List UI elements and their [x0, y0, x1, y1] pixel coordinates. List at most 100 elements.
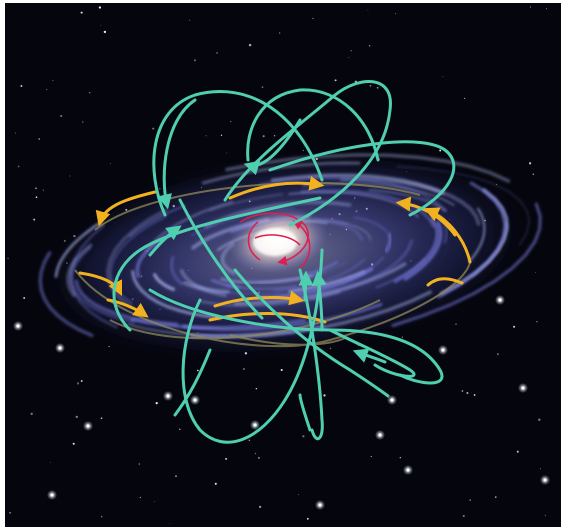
- arm-streak: [54, 221, 103, 278]
- star: [279, 32, 281, 34]
- arm-streak: [131, 270, 222, 320]
- star: [155, 401, 158, 405]
- star: [98, 6, 102, 9]
- star: [76, 382, 80, 385]
- arm-streak: [368, 188, 447, 213]
- star: [75, 415, 78, 419]
- bright-star-core: [390, 398, 394, 402]
- star: [169, 522, 171, 524]
- star: [194, 59, 196, 62]
- star: [395, 13, 396, 15]
- arm-streak: [384, 232, 393, 253]
- star: [442, 76, 444, 78]
- star: [532, 173, 535, 176]
- star: [463, 97, 466, 100]
- star: [544, 514, 546, 517]
- bright-star-core: [50, 493, 54, 497]
- star: [376, 86, 379, 89]
- star: [546, 8, 547, 10]
- star: [30, 412, 33, 416]
- star: [35, 187, 37, 189]
- star: [33, 218, 36, 221]
- star: [513, 325, 516, 328]
- arm-streak: [391, 202, 542, 328]
- star: [248, 43, 252, 47]
- arm-streak: [209, 193, 284, 212]
- arm-streak: [396, 165, 530, 246]
- arm-streak: [220, 242, 236, 275]
- star: [258, 505, 262, 509]
- arm-streak: [152, 273, 176, 291]
- arm-streak: [487, 194, 508, 236]
- arm-streak: [128, 204, 186, 238]
- star: [439, 149, 442, 152]
- arm-streak: [38, 251, 94, 338]
- star: [179, 428, 181, 430]
- halo-orbit-arrows: [112, 80, 456, 444]
- star: [138, 463, 141, 465]
- star: [72, 442, 75, 445]
- star: [205, 135, 207, 137]
- arm-streak: [317, 219, 364, 241]
- star: [273, 135, 276, 137]
- star: [297, 494, 299, 495]
- star: [538, 418, 541, 421]
- bright-star-core: [16, 324, 20, 328]
- star: [529, 6, 532, 8]
- arm-streak: [170, 256, 184, 286]
- star: [535, 272, 537, 273]
- star: [368, 44, 371, 47]
- star: [536, 320, 538, 323]
- star: [23, 297, 26, 299]
- star: [348, 57, 350, 58]
- arm-streak: [69, 245, 135, 324]
- bright-star-core: [441, 348, 445, 352]
- star: [9, 511, 12, 514]
- bright-star-core: [193, 398, 197, 402]
- star: [255, 388, 257, 390]
- star: [469, 499, 471, 501]
- bright-star-core: [86, 424, 90, 428]
- star: [495, 496, 497, 498]
- star: [17, 165, 20, 168]
- star: [367, 9, 369, 11]
- star: [399, 457, 401, 459]
- bright-star-core: [378, 433, 382, 437]
- star: [323, 394, 326, 397]
- star: [82, 121, 84, 123]
- star: [214, 482, 217, 485]
- star: [100, 417, 103, 420]
- star: [103, 30, 107, 34]
- star: [100, 515, 103, 518]
- star: [80, 380, 83, 382]
- star: [80, 11, 83, 14]
- star: [528, 162, 532, 165]
- bright-star-core: [543, 478, 547, 482]
- star: [280, 368, 283, 372]
- star: [197, 369, 199, 372]
- star: [230, 120, 232, 123]
- star: [108, 346, 110, 348]
- star: [216, 52, 218, 54]
- star: [262, 135, 265, 138]
- star: [220, 134, 223, 136]
- star: [175, 475, 177, 478]
- star: [100, 24, 102, 26]
- bulge-orbit-arrows: [239, 212, 311, 269]
- star: [461, 390, 464, 392]
- bright-star-core: [521, 386, 525, 390]
- star: [466, 392, 469, 394]
- star: [110, 163, 111, 164]
- disk-orbits-faint: [74, 181, 471, 348]
- arm-streak: [66, 256, 77, 299]
- star: [189, 19, 191, 21]
- arm-streak: [273, 258, 366, 292]
- star: [261, 86, 264, 88]
- arm-streak: [353, 216, 388, 233]
- bright-star-core: [58, 346, 62, 350]
- star: [20, 85, 23, 87]
- bright-star-core: [253, 423, 257, 427]
- star: [60, 114, 63, 118]
- arm-streak: [220, 274, 314, 284]
- star: [69, 175, 71, 177]
